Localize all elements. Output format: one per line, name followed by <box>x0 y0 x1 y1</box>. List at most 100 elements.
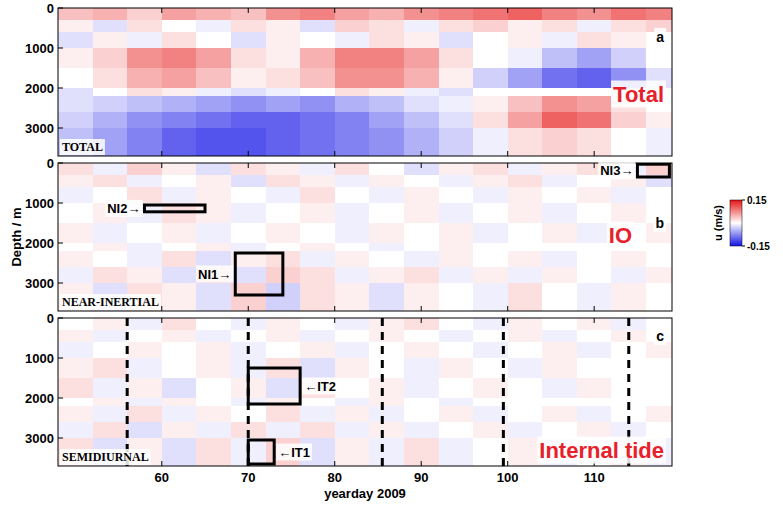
heat-cell <box>93 330 128 342</box>
heat-cell <box>577 203 612 223</box>
heat-cell <box>335 112 370 128</box>
heat-cell <box>335 20 370 32</box>
heat-cell <box>577 20 612 32</box>
heat-cell <box>196 223 231 243</box>
heat-cell <box>369 330 404 342</box>
heat-cell <box>473 251 508 267</box>
label-patch <box>60 449 151 465</box>
heat-cell <box>577 342 612 358</box>
heat-cell <box>404 32 439 48</box>
heat-cell <box>196 8 231 20</box>
heat-cell <box>369 32 404 48</box>
heat-cell <box>611 48 646 68</box>
heat-cell <box>508 318 543 330</box>
heat-cell <box>542 163 577 175</box>
heat-cell <box>542 48 577 68</box>
heat-cell <box>404 243 439 251</box>
heat-cell <box>93 406 128 422</box>
heat-cell <box>162 112 197 128</box>
heat-cell <box>300 243 335 251</box>
heat-cell <box>369 267 404 283</box>
x-tick <box>594 151 595 156</box>
heat-cell <box>369 163 404 175</box>
heat-cell <box>266 318 301 330</box>
heat-cell <box>93 20 128 32</box>
heat-cell <box>196 112 231 128</box>
panel-letter: a <box>656 29 664 45</box>
x-tick <box>594 163 595 168</box>
heat-cell <box>577 8 612 20</box>
heat-cell <box>439 438 474 466</box>
plot-area <box>58 8 672 156</box>
label-patch <box>105 200 142 217</box>
heat-cell <box>93 88 128 96</box>
heat-cell <box>266 223 301 243</box>
heat-cell <box>577 422 612 438</box>
heat-cell <box>508 128 543 156</box>
heat-cell <box>369 398 404 406</box>
label-patch <box>60 139 105 155</box>
heat-cell <box>266 187 301 203</box>
heat-cell <box>266 32 301 48</box>
heat-cell <box>127 175 162 187</box>
heat-cell <box>577 267 612 283</box>
heat-cell <box>93 68 128 88</box>
panel: 010002000300060708090100110←IT1←IT2SEMID… <box>25 311 672 486</box>
x-tick <box>161 318 162 323</box>
heat-cell <box>300 20 335 32</box>
x-tick <box>334 318 335 323</box>
heat-cell <box>162 318 197 330</box>
plot-frame <box>58 8 672 156</box>
y-tick-label: 2000 <box>25 391 54 406</box>
heat-cell <box>542 68 577 88</box>
x-tick <box>421 151 422 156</box>
panel: 0100020003000TOTALaTotal <box>25 1 672 157</box>
heat-cell <box>439 330 474 342</box>
heat-cell <box>162 243 197 251</box>
heat-cell <box>508 358 543 378</box>
heat-cell <box>473 203 508 223</box>
heat-cell <box>127 223 162 243</box>
heat-cell <box>611 283 646 311</box>
heat-cell <box>127 406 162 422</box>
heat-cell <box>646 251 672 267</box>
heat-cell <box>577 32 612 48</box>
x-tick <box>161 306 162 311</box>
heat-cell <box>369 175 404 187</box>
x-tick <box>507 318 508 323</box>
heat-cell <box>335 128 370 156</box>
heat-cell <box>335 88 370 96</box>
heat-cell <box>127 96 162 112</box>
heat-cell <box>473 96 508 112</box>
event-line <box>126 318 129 466</box>
x-tick <box>594 318 595 323</box>
highlight-box <box>235 253 283 295</box>
highlight-box <box>144 205 205 212</box>
y-tick-label: 3000 <box>25 121 54 136</box>
heat-cell <box>369 422 404 438</box>
heat-cell <box>93 318 128 330</box>
panel-title: TOTAL <box>62 140 103 154</box>
heat-cell <box>369 8 404 20</box>
heat-cell <box>58 163 93 175</box>
heat-cell <box>335 422 370 438</box>
label-patch <box>302 378 338 395</box>
highlight-box <box>248 440 274 464</box>
y-tick-label: 2000 <box>25 81 54 96</box>
heat-cell <box>231 8 266 20</box>
heat-cell <box>646 267 672 283</box>
heat-cell <box>404 251 439 267</box>
heat-cell <box>93 251 128 267</box>
heat-cell <box>127 330 162 342</box>
heat-cell <box>58 378 93 398</box>
heat-cell <box>231 175 266 187</box>
heat-cell <box>93 175 128 187</box>
y-tick-label: 0 <box>47 311 54 326</box>
heat-cell <box>369 20 404 32</box>
heat-cell <box>542 283 577 311</box>
heat-cell <box>127 342 162 358</box>
heat-cell <box>611 8 646 20</box>
heat-cell <box>58 175 93 187</box>
heat-cell <box>439 32 474 48</box>
y-tick <box>58 243 63 244</box>
